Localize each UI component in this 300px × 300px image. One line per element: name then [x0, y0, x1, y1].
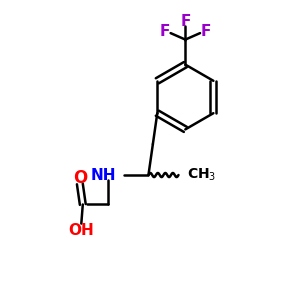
Text: F: F	[160, 24, 170, 39]
Text: F: F	[200, 24, 211, 39]
Text: F: F	[180, 14, 190, 29]
Text: OH: OH	[68, 224, 94, 238]
Text: NH: NH	[91, 167, 116, 182]
Text: O: O	[73, 169, 87, 187]
Text: CH$_3$: CH$_3$	[187, 167, 216, 183]
